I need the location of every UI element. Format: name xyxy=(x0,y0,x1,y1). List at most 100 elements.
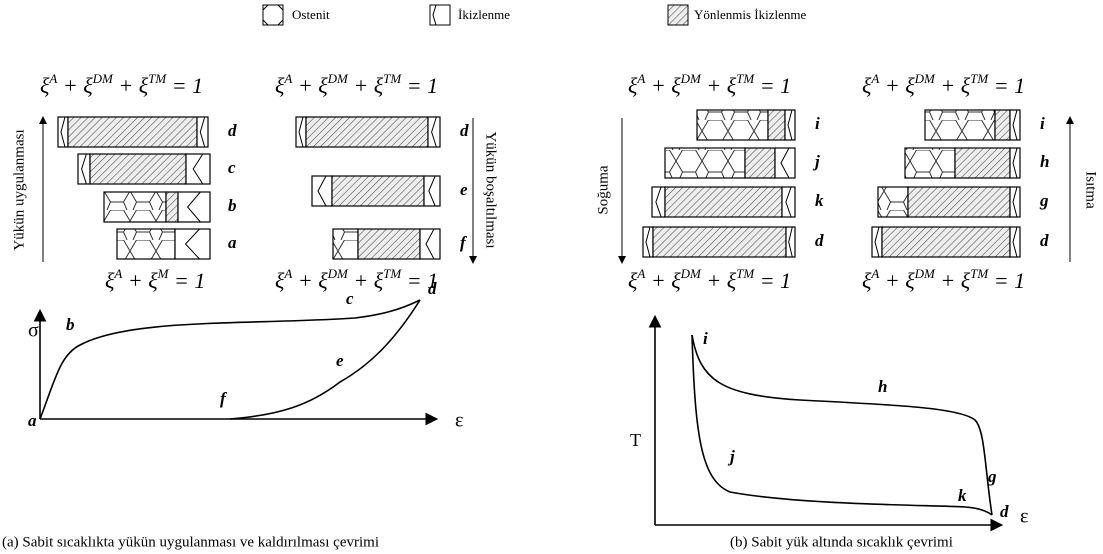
bar-segment xyxy=(58,117,68,147)
bar-segment xyxy=(665,187,782,217)
equation: ξA + ξDM + ξTM = 1 xyxy=(275,71,438,98)
bar-label: g xyxy=(1039,191,1049,210)
bar-segment xyxy=(1010,110,1020,140)
side-label: Isıtma xyxy=(1083,171,1099,209)
point-label: a xyxy=(28,411,37,430)
equation-superscript: DM xyxy=(327,266,349,281)
equation-superscript: DM xyxy=(680,71,702,86)
bar-segment xyxy=(908,187,1010,217)
equation: ξA + ξDM + ξTM = 1 xyxy=(628,71,791,98)
bar-label: d xyxy=(228,121,237,140)
equation-term: + ξ xyxy=(935,268,971,293)
bar-segment xyxy=(785,110,795,140)
equation-term: + ξ xyxy=(645,268,681,293)
bar-segment xyxy=(424,176,440,206)
equation-term: + ξ xyxy=(935,73,971,98)
equation-term: = 1 xyxy=(988,268,1025,293)
equation-superscript: DM xyxy=(914,71,936,86)
point-label: j xyxy=(727,447,735,466)
equation-term: + ξ xyxy=(348,268,384,293)
bar-label: d xyxy=(460,121,469,140)
bar-label: h xyxy=(1040,152,1049,171)
equation-term: = 1 xyxy=(988,73,1025,98)
equation-superscript: A xyxy=(636,266,645,281)
bar-segment xyxy=(90,154,186,184)
legend-swatch xyxy=(263,5,283,25)
equation-superscript: DM xyxy=(680,266,702,281)
point-label: i xyxy=(703,329,708,348)
bar-label: f xyxy=(460,233,468,252)
equation-term: + ξ xyxy=(879,268,915,293)
bar-label: d xyxy=(815,231,824,250)
bar-segment xyxy=(768,110,785,140)
bar-segment xyxy=(872,227,882,257)
equation-superscript: DM xyxy=(327,71,349,86)
point-label: h xyxy=(878,377,887,396)
bar-segment xyxy=(104,192,166,222)
bar-segment xyxy=(296,117,306,147)
equation-term: = 1 xyxy=(754,73,791,98)
equation-term: + ξ xyxy=(292,268,328,293)
equation: ξA + ξDM + ξTM = 1 xyxy=(862,71,1025,98)
point-label: e xyxy=(336,351,344,370)
bar-segment xyxy=(782,187,795,217)
bar-segment xyxy=(643,227,653,257)
legend-label: Ostenit xyxy=(292,7,330,22)
bar-segment xyxy=(166,192,178,222)
caption: (a) Sabit sıcaklıkta yükün uygulanması v… xyxy=(2,534,379,550)
equation-superscript: DM xyxy=(92,71,114,86)
bar-segment xyxy=(665,148,745,178)
equation-term: + ξ xyxy=(645,73,681,98)
bar-segment xyxy=(175,229,210,259)
bar-segment xyxy=(1010,227,1020,257)
equation-term: + ξ xyxy=(701,268,737,293)
bar-label: k xyxy=(815,191,824,210)
point-label: b xyxy=(66,315,75,334)
bar-segment xyxy=(117,229,175,259)
equation-superscript: A xyxy=(636,71,645,86)
plot-b xyxy=(655,318,1000,525)
bar-segment xyxy=(358,229,420,259)
legend: Ostenit İkizlenme Yönlenmis İkizlenme xyxy=(263,5,807,25)
bar-segment xyxy=(745,148,775,178)
equation-superscript: A xyxy=(870,71,879,86)
equation-superscript: A xyxy=(113,266,122,281)
caption: (b) Sabit yük altında sıcaklık çevrimi xyxy=(730,534,953,550)
equation-superscript: DM xyxy=(914,266,936,281)
bar-segment xyxy=(178,192,210,222)
bar-segment xyxy=(925,110,995,140)
equation-superscript: A xyxy=(283,266,292,281)
figure: Ostenit İkizlenme Yönlenmis İkizlenme Yü… xyxy=(0,0,1103,554)
bar-segment xyxy=(905,148,955,178)
bar-segment xyxy=(1010,187,1020,217)
equation: ξA + ξDM + ξTM = 1 xyxy=(275,266,438,293)
equation-superscript: TM xyxy=(148,71,167,86)
bar-segment xyxy=(197,117,208,147)
equation: ξA + ξDM + ξTM = 1 xyxy=(862,266,1025,293)
bar-segment xyxy=(332,176,424,206)
bar-segment xyxy=(995,110,1010,140)
point-label: g xyxy=(987,467,997,486)
equation-term: = 1 xyxy=(401,73,438,98)
equation-superscript: TM xyxy=(736,266,755,281)
equation-superscript: TM xyxy=(383,71,402,86)
bar-label: j xyxy=(812,152,820,171)
bar-segment xyxy=(186,154,210,184)
equation-superscript: TM xyxy=(383,266,402,281)
equation: ξA + ξDM + ξTM = 1 xyxy=(628,266,791,293)
equation-superscript: A xyxy=(870,266,879,281)
equation-term: = 1 xyxy=(169,268,206,293)
bar-label: b xyxy=(228,196,237,215)
bar-label: a xyxy=(228,233,237,252)
point-label: k xyxy=(958,486,967,505)
equation-superscript: A xyxy=(48,71,57,86)
bar-segment xyxy=(878,187,908,217)
axis-label: ε xyxy=(1020,506,1028,528)
equation-term: + ξ xyxy=(292,73,328,98)
bar-segment xyxy=(786,227,795,257)
equation-superscript: TM xyxy=(736,71,755,86)
bar-segment xyxy=(333,229,358,259)
bar-label: e xyxy=(460,180,468,199)
axis-label: T xyxy=(630,430,641,450)
point-label: f xyxy=(220,389,228,408)
